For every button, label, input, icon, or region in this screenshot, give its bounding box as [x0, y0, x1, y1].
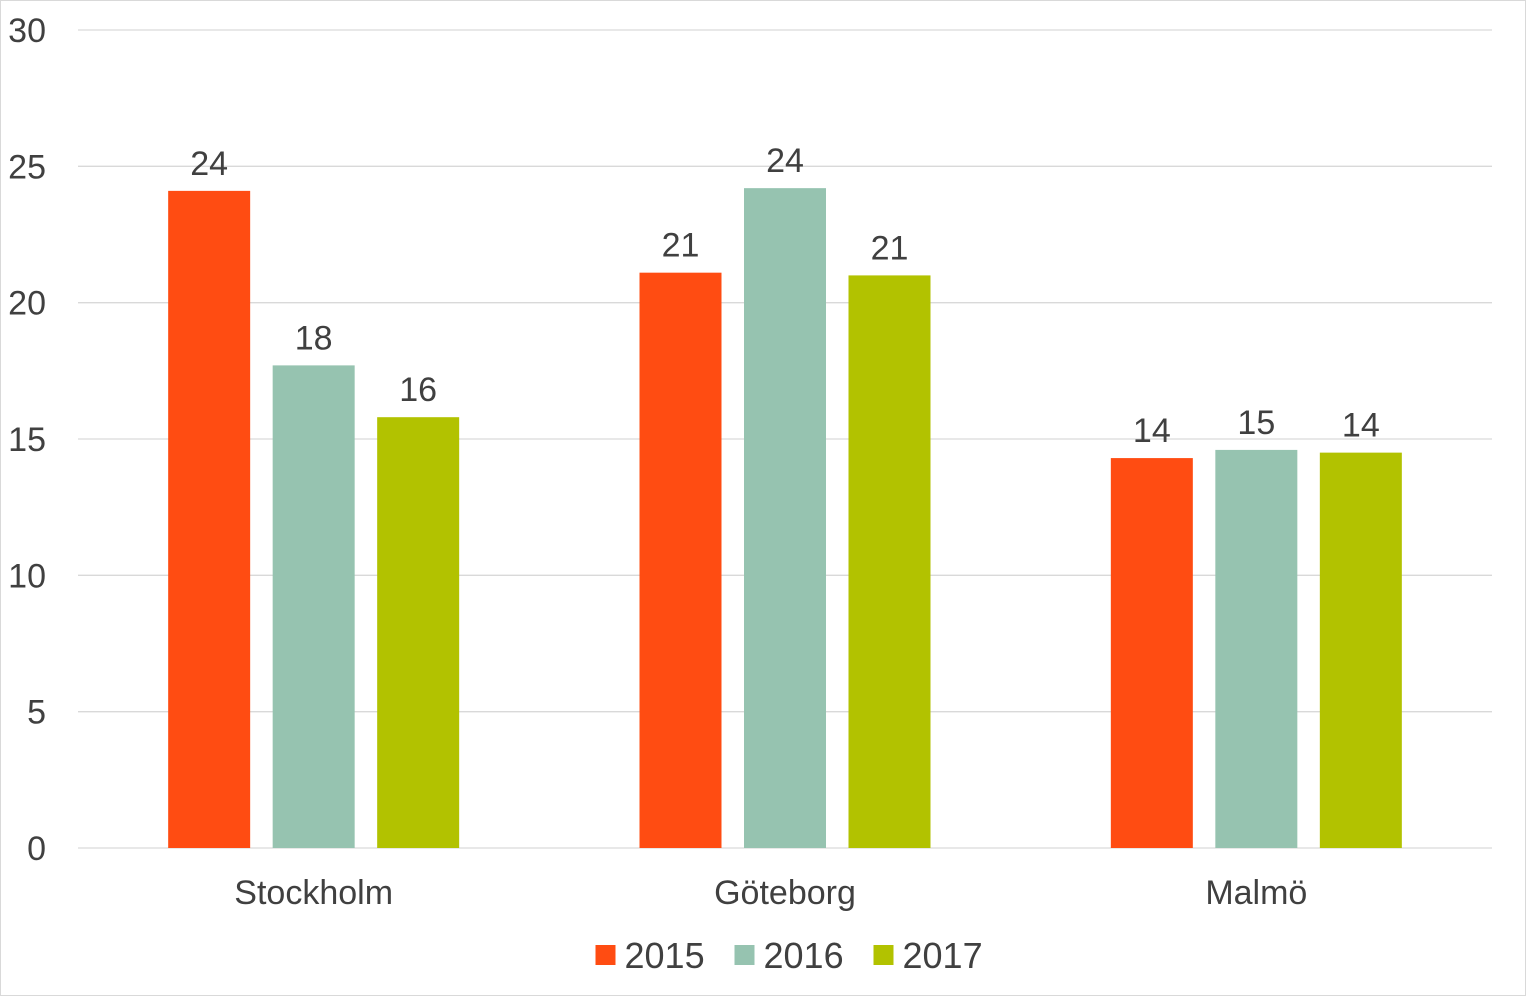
- y-tick-label: 0: [27, 830, 46, 868]
- bar-2016-Stockholm: [272, 365, 355, 848]
- legend-label: 2017: [903, 935, 983, 976]
- legend-swatch-2017: [873, 945, 894, 965]
- data-label: 14: [1342, 407, 1380, 445]
- data-label: 15: [1237, 404, 1275, 442]
- y-tick-label: 30: [8, 12, 46, 50]
- legend-swatch-2016: [734, 945, 755, 965]
- y-tick-label: 20: [8, 285, 46, 323]
- legend-label: 2015: [625, 935, 705, 976]
- data-label: 21: [871, 229, 909, 267]
- bar-2017-Malmö: [1319, 452, 1402, 848]
- data-label: 24: [190, 145, 228, 183]
- bar-2016-Göteborg: [744, 188, 826, 848]
- bar-2017-Stockholm: [377, 417, 460, 848]
- y-tick-label: 15: [8, 421, 46, 459]
- legend-label: 2016: [764, 935, 844, 976]
- legend-swatch-2015: [595, 945, 616, 965]
- bar-2015-Stockholm: [168, 190, 251, 848]
- bar-2016-Malmö: [1215, 449, 1298, 848]
- bar-2015-Göteborg: [639, 272, 722, 848]
- y-tick-label: 5: [27, 694, 46, 732]
- bar-2015-Malmö: [1110, 458, 1193, 848]
- data-label: 18: [295, 319, 333, 357]
- data-label: 21: [662, 227, 700, 265]
- x-category-label: Stockholm: [234, 874, 393, 912]
- y-tick-label: 10: [8, 557, 46, 595]
- x-category-label: Göteborg: [714, 874, 856, 912]
- x-category-label: Malmö: [1205, 874, 1307, 912]
- data-label: 16: [399, 371, 437, 409]
- y-tick-label: 25: [8, 148, 46, 186]
- bar-2017-Göteborg: [848, 275, 931, 848]
- data-label: 14: [1133, 412, 1171, 450]
- data-label: 24: [766, 142, 804, 180]
